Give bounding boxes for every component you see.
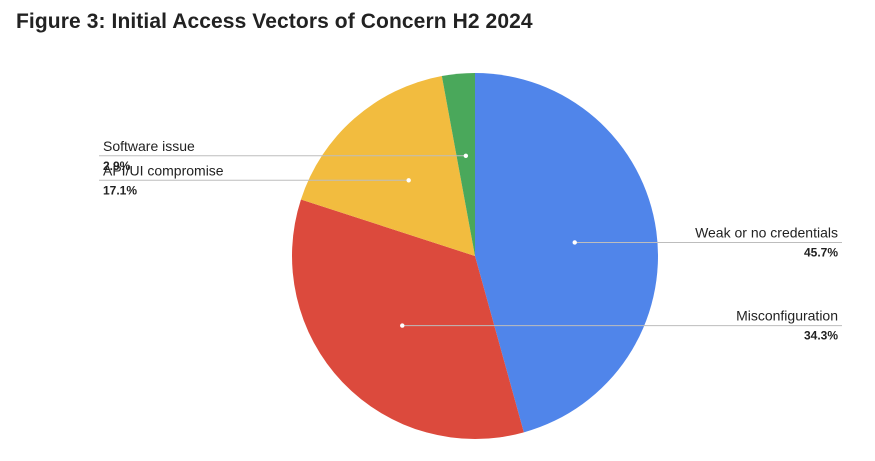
chart-title: Figure 3: Initial Access Vectors of Conc… [16,10,533,33]
pie-slices [292,73,658,439]
slice-value-api-ui-compromise: 17.1% [103,183,137,197]
slice-label-api-ui-compromise: API/UI compromise [103,162,224,178]
slice-value-weak-or-no-credentials: 45.7% [804,245,838,259]
slice-value-misconfiguration: 34.3% [804,329,838,343]
leader-dot-weak-or-no-credentials [572,240,577,245]
leader-dot-software-issue [463,153,469,158]
pie-slice-misconfiguration[interactable] [292,199,524,439]
slice-label-weak-or-no-credentials: Weak or no credentials [695,224,838,240]
pie-slice-api-ui-compromise[interactable] [300,76,475,256]
slice-label-misconfiguration: Misconfiguration [736,308,838,324]
leader-dot-misconfiguration [400,323,405,328]
pie-slice-weak-or-no-credentials[interactable] [475,73,658,433]
leader-dot-api-ui-compromise [406,178,411,183]
slice-label-software-issue: Software issue [103,138,195,154]
slice-value-software-issue: 2.9% [103,159,131,173]
pie-slice-software-issue[interactable] [441,73,475,256]
pie-labels: Weak or no credentials 45.7% Misconfigurat… [103,138,838,343]
pie-leader-lines [99,153,842,328]
